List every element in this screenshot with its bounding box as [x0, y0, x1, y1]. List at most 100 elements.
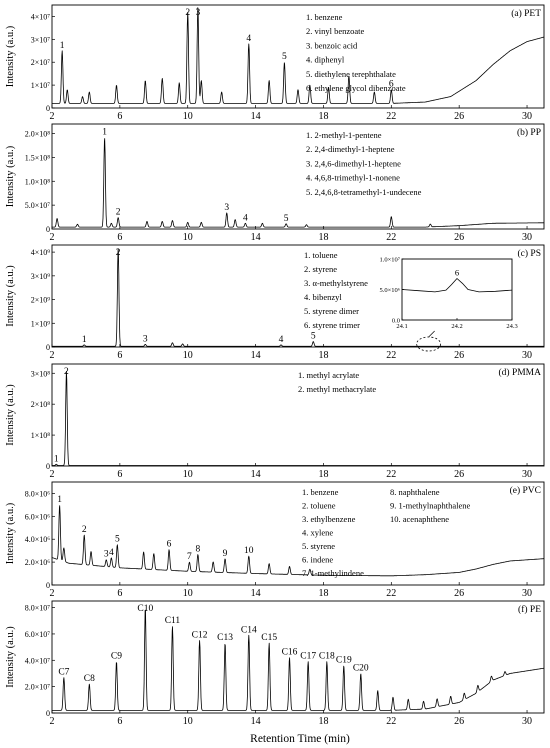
- y-tick-label: 4.0×10⁶: [25, 535, 51, 544]
- inset-trace: [401, 278, 513, 293]
- panel-4: 2 6 10 14 18 22 26 3001×10⁸2×10⁸3×10⁸Intensity …: [5, 363, 545, 480]
- y-tick-label: 8.0×10⁷: [25, 604, 51, 613]
- peak-label: C20: [353, 663, 369, 673]
- peak-label: 5: [311, 332, 316, 342]
- x-tick-label: 10: [183, 469, 193, 480]
- peak-label: C10: [137, 604, 153, 614]
- x-tick-label: 18: [318, 232, 328, 243]
- inset-x-tick-label: 24.1: [396, 323, 407, 330]
- panel-label: (e) PVC: [510, 485, 541, 496]
- peak-label: C8: [84, 674, 95, 684]
- x-tick-label: 14: [251, 469, 261, 480]
- peak-label: 5: [284, 214, 289, 224]
- legend-item: 1. benzene: [302, 487, 339, 497]
- y-tick-label: 2.0×10⁶: [25, 558, 51, 567]
- y-tick-label: 2×10⁷: [31, 58, 51, 67]
- panel-6: 2 6 10 14 18 22 26 3002.0×10⁷4.0×10⁷6.0×10⁷8.0×…: [5, 600, 545, 727]
- x-tick-label: 6: [117, 232, 122, 243]
- y-axis-label: Intensity (a.u.): [5, 25, 16, 87]
- y-axis-label: Intensity (a.u.): [5, 265, 16, 327]
- y-tick-label: 0: [46, 225, 50, 234]
- legend-item: 2. styrene: [304, 264, 337, 274]
- chromatogram-panels: 2 6 10 14 18 22 26 3001×10⁷2×10⁷3×10⁷4×10⁷Inten…: [5, 4, 545, 727]
- x-tick-label: 18: [318, 350, 328, 361]
- x-tick-label: 10: [183, 232, 193, 243]
- y-tick-label: 2×10⁹: [31, 296, 51, 305]
- y-tick-label: 6.0×10⁶: [25, 512, 51, 521]
- inset-y-tick-label: 5.0×10⁶: [379, 287, 400, 294]
- peak-label: 1: [60, 41, 65, 51]
- legend-item: 1. benzene: [306, 12, 343, 22]
- x-tick-label: 26: [454, 350, 464, 361]
- legend-item: 10. acenaphthene: [390, 514, 449, 524]
- peak-label: 9: [223, 549, 228, 559]
- x-tick-label: 2: [50, 716, 55, 727]
- plot-frame: [51, 244, 545, 348]
- peak-label: 3: [104, 550, 109, 560]
- x-tick-label: 18: [318, 111, 328, 122]
- x-tick-label: 14: [251, 588, 261, 599]
- peak-label: 3: [224, 203, 229, 213]
- legend-item: 3. α-methylstyrene: [304, 278, 368, 288]
- chromatogram-trace: [51, 505, 544, 577]
- peak-label: 2: [116, 248, 121, 258]
- x-tick-label: 26: [454, 588, 464, 599]
- chromatogram-trace: [52, 370, 544, 466]
- peak-label: 6: [167, 540, 172, 550]
- x-tick-label: 26: [454, 716, 464, 727]
- x-axis-label: Retention Time (min): [250, 733, 350, 745]
- peak-label: 2: [64, 367, 69, 377]
- y-tick-label: 6.0×10⁷: [25, 630, 51, 639]
- peak-label: C9: [111, 652, 122, 662]
- peak-label: 1: [54, 454, 59, 464]
- x-tick-label: 2: [50, 111, 55, 122]
- x-tick-label: 30: [522, 716, 532, 727]
- x-tick-label: 6: [117, 350, 122, 361]
- y-tick-label: 3×10⁸: [31, 369, 51, 378]
- y-tick-label: 0: [46, 104, 50, 113]
- y-tick-label: 0: [46, 581, 50, 590]
- x-tick-label: 14: [251, 350, 261, 361]
- peak-label: C7: [58, 667, 69, 677]
- peak-label: 7: [187, 552, 192, 562]
- chromatogram-trace: [52, 609, 545, 711]
- plot-frame: [51, 600, 545, 714]
- peak-label: 10: [244, 546, 254, 556]
- peak-label: 1: [102, 127, 107, 137]
- x-tick-label: 18: [318, 716, 328, 727]
- peak-label: 3: [196, 8, 201, 18]
- x-tick-label: 14: [251, 111, 261, 122]
- x-tick-label: 6: [117, 469, 122, 480]
- legend-item: 3. ethylbenzene: [302, 514, 356, 524]
- peak-label: C18: [319, 652, 335, 662]
- x-tick-label: 30: [522, 469, 532, 480]
- x-tick-label: 6: [117, 111, 122, 122]
- y-tick-label: 2.0×10⁷: [25, 683, 51, 692]
- x-tick-label: 14: [251, 716, 261, 727]
- peak-label: C15: [261, 633, 277, 643]
- panel-label: (f) PE: [518, 604, 541, 615]
- peak-label: 5: [282, 52, 287, 62]
- y-axis-label: Intensity (a.u.): [5, 502, 16, 564]
- y-axis-label: Intensity (a.u.): [5, 626, 16, 688]
- peak-label: 6: [389, 80, 394, 90]
- legend-item: 6. indene: [302, 555, 333, 565]
- legend-item: 2. 2,4-dimethyl-1-heptene: [306, 144, 395, 154]
- panel-3: 2 6 10 14 18 22 26 3001×10⁹2×10⁹3×10⁹4×10⁹Inten…: [5, 244, 545, 361]
- inset-y-tick-label: 1.0×10⁷: [379, 257, 400, 264]
- legend-item: 4. bibenzyl: [304, 292, 342, 302]
- y-tick-label: 1.0×10⁸: [25, 177, 51, 186]
- y-tick-label: 1×10⁷: [31, 81, 51, 90]
- y-tick-label: 3×10⁷: [31, 35, 51, 44]
- x-tick-label: 22: [386, 350, 396, 361]
- y-tick-label: 8.0×10⁶: [25, 489, 51, 498]
- peak-label: 1: [57, 495, 62, 505]
- legend-item: 3. benzoic acid: [306, 40, 358, 50]
- x-tick-label: 10: [183, 111, 193, 122]
- peak-label: 3: [143, 334, 148, 344]
- peak-label: C19: [336, 656, 352, 666]
- x-tick-label: 6: [117, 716, 122, 727]
- legend-item: 6. styrene trimer: [304, 320, 360, 330]
- x-tick-label: 14: [251, 232, 261, 243]
